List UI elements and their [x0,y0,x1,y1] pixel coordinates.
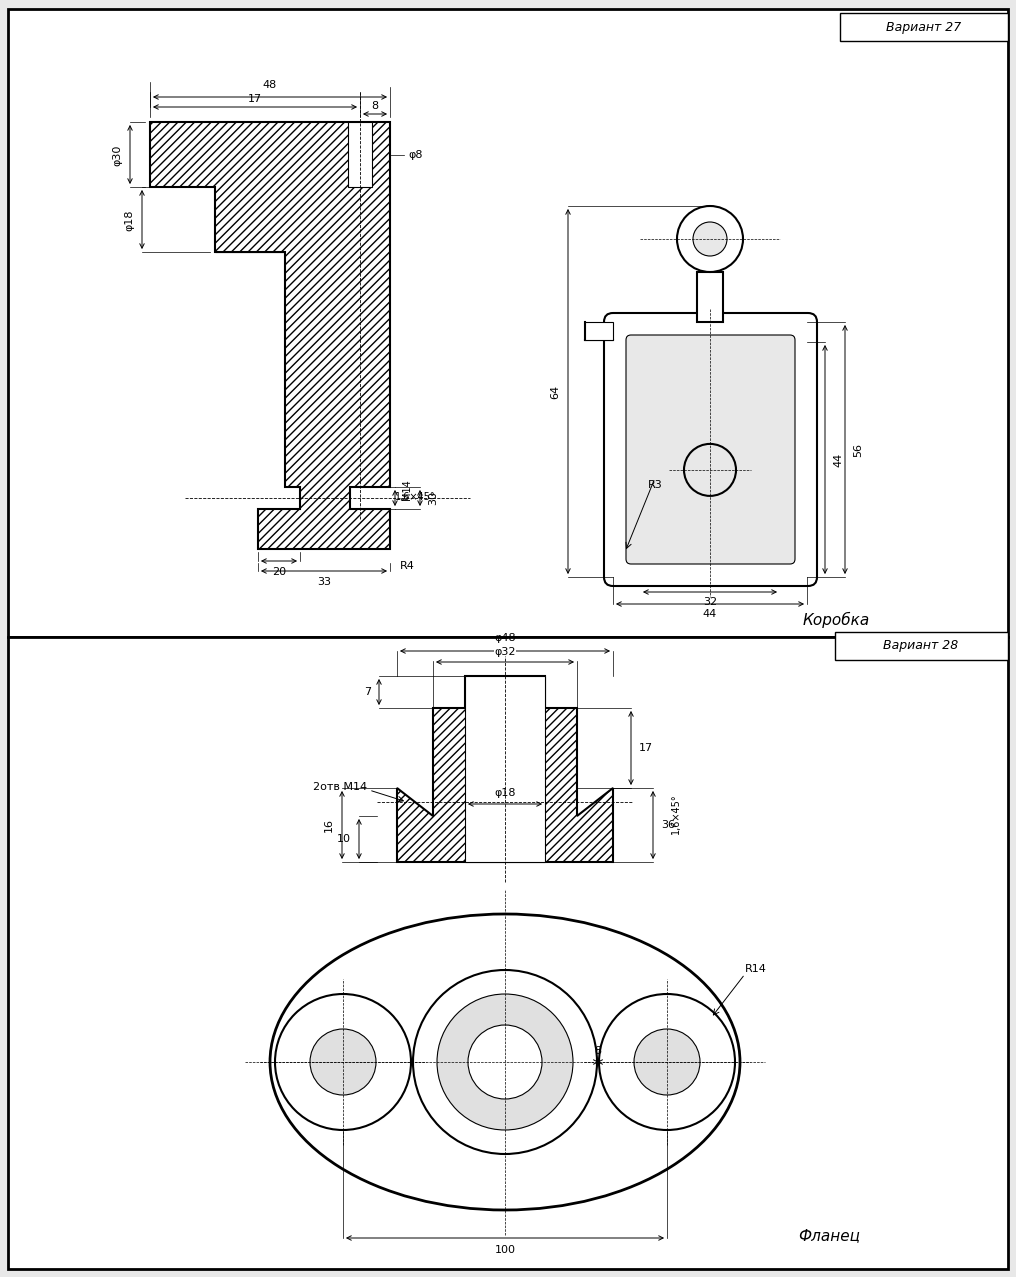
Circle shape [684,444,736,495]
Bar [840,13,1008,41]
Text: 64: 64 [550,384,560,398]
Text: Фланец: Фланец [798,1228,860,1243]
Text: 36: 36 [661,820,675,830]
Text: 100: 100 [495,1245,515,1255]
Text: 2отв М14: 2отв М14 [313,782,367,792]
Bar [8,637,1008,1269]
Text: R3: R3 [648,480,662,490]
Text: 44: 44 [703,609,717,619]
Circle shape [412,971,597,1154]
Text: R4: R4 [400,561,415,571]
Text: 17: 17 [639,743,653,753]
Text: φ18: φ18 [124,209,134,231]
Circle shape [310,1029,376,1094]
Bar [8,9,1008,637]
Text: Коробка: Коробка [803,612,870,628]
Text: 7: 7 [364,687,371,697]
Text: 56: 56 [853,443,863,457]
Text: φ32: φ32 [494,647,516,656]
Text: 33: 33 [317,577,331,587]
Bar [835,632,1008,660]
Ellipse shape [270,914,740,1211]
Text: 44: 44 [833,453,843,467]
FancyBboxPatch shape [626,335,795,564]
Text: 10: 10 [337,834,351,844]
Bar [697,272,723,322]
Text: R14: R14 [745,964,767,974]
Text: 6: 6 [706,246,713,255]
Polygon shape [150,123,390,549]
Text: 1,6×45°: 1,6×45° [671,793,681,834]
Text: 20: 20 [272,567,287,577]
Circle shape [275,994,411,1130]
Text: φ30: φ30 [112,144,122,166]
Text: 32: 32 [703,598,717,607]
Circle shape [677,206,743,272]
Text: 48: 48 [263,80,277,89]
Circle shape [468,1025,542,1099]
Text: 8: 8 [594,1046,601,1056]
Text: M14: M14 [402,480,412,501]
Circle shape [599,994,735,1130]
Circle shape [634,1029,700,1094]
Text: Вариант 27: Вариант 27 [886,20,961,33]
Text: 8: 8 [372,101,379,111]
Bar [585,322,613,340]
Text: φ8: φ8 [408,149,423,160]
FancyBboxPatch shape [604,313,817,586]
Text: 1,6×45°: 1,6×45° [395,492,436,502]
Circle shape [437,994,573,1130]
Text: 17: 17 [248,94,262,103]
Text: Вариант 28: Вариант 28 [883,640,959,653]
Text: φ48: φ48 [494,633,516,644]
Bar [348,123,372,186]
Polygon shape [397,676,613,862]
Circle shape [693,222,727,255]
Text: φ18: φ18 [494,788,516,798]
Text: 30: 30 [428,490,438,504]
Text: 16: 16 [324,819,334,833]
Bar [465,676,545,862]
